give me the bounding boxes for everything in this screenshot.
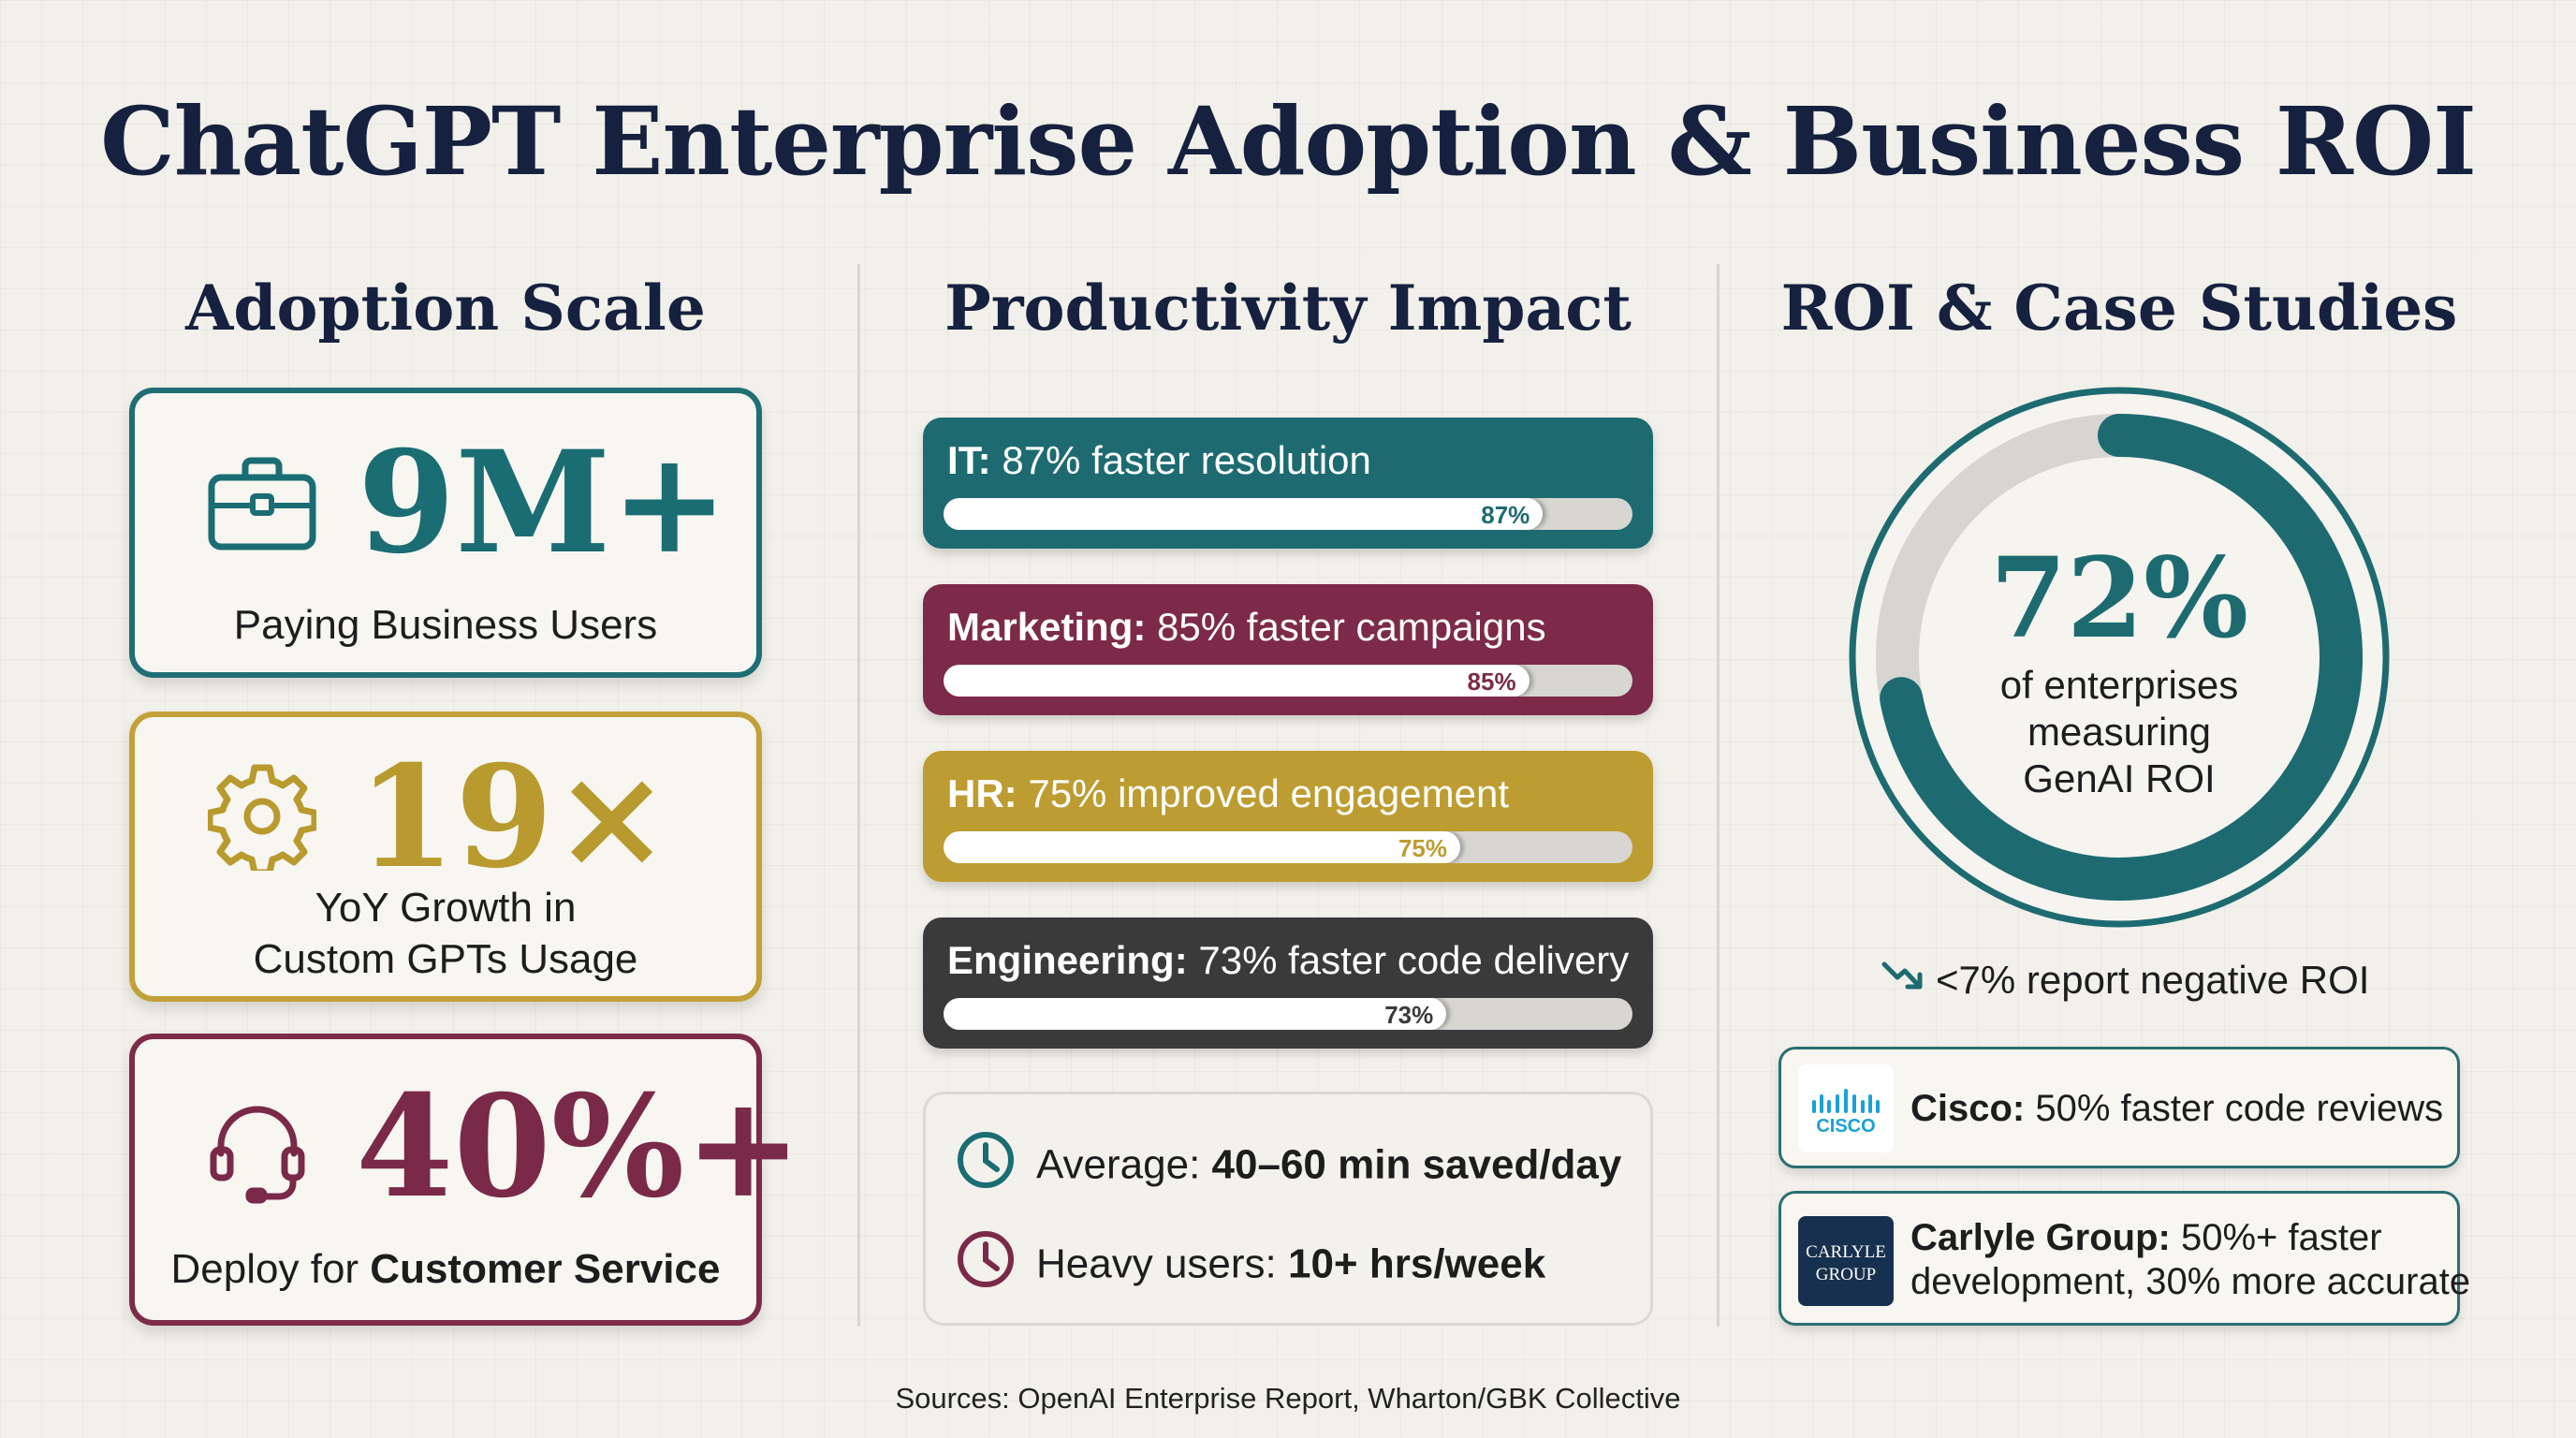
average-value: 40–60 min saved/day <box>1211 1141 1622 1188</box>
cisco-logo: CISCO <box>1798 1064 1894 1152</box>
bar-engineering-fill: 73% <box>944 998 1447 1030</box>
bar-hr-value-label: 75% <box>1398 834 1447 862</box>
carlyle-desc-line1: 50%+ faster <box>2170 1217 2382 1258</box>
roi-text-line2: measuring <box>2027 710 2211 754</box>
cisco-text: Cisco: 50% faster code reviews <box>1910 1087 2443 1131</box>
page-title: ChatGPT Enterprise Adoption & Business R… <box>100 86 2477 197</box>
roi-heading: ROI & Case Studies <box>1780 271 2458 345</box>
stat-card-users: 9M+ Paying Business Users <box>129 388 762 678</box>
roi-text-line1: of enterprises <box>2000 663 2238 707</box>
carlyle-name: Carlyle Group: <box>1910 1217 2171 1258</box>
stat-label-users: Paying Business Users <box>233 602 658 648</box>
roi-ring-arc <box>1876 414 2363 901</box>
bar-marketing-value-label: 85% <box>1467 668 1516 696</box>
time-saved-heavy: Heavy users: 10+ hrs/week <box>956 1229 1545 1299</box>
bar-hr-fill: 75% <box>944 831 1460 863</box>
case-study-carlyle: CARLYLE GROUP Carlyle Group: 50%+ faster… <box>1778 1191 2470 1326</box>
trend-down-icon <box>1881 958 1925 1003</box>
stat-card-customer-service: 40%+ Deploy for Customer Service <box>129 1034 802 1326</box>
stat-label-prefix: Deploy for <box>170 1246 371 1292</box>
gear-icon <box>206 762 318 876</box>
heavy-value: 10+ hrs/week <box>1287 1240 1546 1287</box>
cisco-name: Cisco: <box>1910 1088 2026 1129</box>
bar-it-text: IT: 87% faster resolution <box>947 438 1371 482</box>
carlyle-logo-line1: CARLYLE <box>1806 1242 1886 1262</box>
productivity-impact-heading: Productivity Impact <box>944 271 1632 345</box>
sources-footnote: Sources: OpenAI Enterprise Report, Whart… <box>895 1382 1681 1415</box>
heavy-label: Heavy users: <box>1036 1240 1288 1287</box>
stat-label-bold: Customer Service <box>370 1246 721 1292</box>
negative-roi-text: <7% report negative ROI <box>1936 957 2370 1002</box>
bar-it-value-label: 87% <box>1481 501 1530 529</box>
carlyle-desc-line2: development, 30% more accurate <box>1910 1261 2471 1303</box>
stat-label-growth-line2: Custom GPTs Usage <box>253 936 638 982</box>
roi-text-line3: GenAI ROI <box>2023 756 2215 800</box>
stat-value-growth: 19× <box>358 735 671 900</box>
bar-marketing-description: 85% faster campaigns <box>1157 605 1546 649</box>
time-saved-summary: Average: 40–60 min saved/day Heavy users… <box>923 1092 1653 1326</box>
stat-label-growth-line1: YoY Growth in <box>315 885 577 931</box>
roi-donut: 72% of enterprises measuring GenAI ROI <box>1848 386 2391 929</box>
roi-ring-outer <box>1849 387 2390 928</box>
cisco-desc: 50% faster code reviews <box>2025 1088 2444 1129</box>
stat-card-growth: 19× YoY Growth in Custom GPTs Usage <box>129 712 762 1002</box>
negative-roi-note: <7% report negative ROI <box>1881 955 2370 1003</box>
stat-value-users: 9M+ <box>358 420 729 585</box>
bar-hr-text: HR: 75% improved engagement <box>947 771 1510 815</box>
clock-icon <box>956 1130 1016 1200</box>
time-saved-average: Average: 40–60 min saved/day <box>956 1130 1621 1200</box>
bar-engineering-category: Engineering <box>947 938 1175 982</box>
bar-hr-description: 75% improved engagement <box>1028 771 1510 815</box>
bar-marketing-text: Marketing: 85% faster campaigns <box>947 605 1546 649</box>
stat-value-customer-service: 40%+ <box>356 1064 802 1229</box>
bar-hr-category: HR <box>947 771 1004 815</box>
bar-engineering-track: 73% <box>944 998 1632 1030</box>
bar-marketing-category: Marketing <box>947 605 1134 649</box>
adoption-scale-heading: Adoption Scale <box>185 271 706 345</box>
bar-engineering-description: 73% faster code delivery <box>1198 938 1630 982</box>
bar-it-description: 87% faster resolution <box>1002 438 1371 482</box>
clock-icon <box>956 1229 1016 1299</box>
bar-marketing-track: 85% <box>944 665 1632 697</box>
column-divider-right <box>1717 264 1720 1327</box>
roi-value: 72% <box>1990 533 2248 663</box>
carlyle-logo-line2: GROUP <box>1816 1265 1876 1284</box>
stat-label-customer-service: Deploy for Customer Service <box>135 1243 756 1295</box>
bar-it-fill: 87% <box>944 498 1544 530</box>
bar-hr-track: 75% <box>944 831 1632 863</box>
carlyle-text: Carlyle Group: 50%+ faster development, … <box>1910 1216 2470 1304</box>
bar-hr: HR: 75% improved engagement 75% <box>923 751 1653 882</box>
briefcase-icon <box>208 457 316 555</box>
average-label: Average: <box>1036 1141 1212 1188</box>
cisco-logo-text: CISCO <box>1816 1116 1875 1137</box>
bar-marketing-fill: 85% <box>944 665 1530 697</box>
stat-label-growth: YoY Growth in Custom GPTs Usage <box>135 882 756 985</box>
bar-it: IT: 87% faster resolution 87% <box>923 418 1653 549</box>
bar-it-category: IT <box>947 438 978 482</box>
bar-engineering-text: Engineering: 73% faster code delivery <box>947 938 1630 982</box>
bar-it-track: 87% <box>944 498 1632 530</box>
bar-marketing: Marketing: 85% faster campaigns 85% <box>923 584 1653 715</box>
carlyle-logo: CARLYLE GROUP <box>1798 1216 1894 1306</box>
headset-icon <box>206 1101 309 1209</box>
bar-engineering-value-label: 73% <box>1384 1001 1434 1029</box>
column-divider-left <box>857 264 860 1327</box>
case-study-cisco: CISCO Cisco: 50% faster code reviews <box>1778 1047 2460 1168</box>
bar-engineering: Engineering: 73% faster code delivery 73… <box>923 917 1653 1049</box>
